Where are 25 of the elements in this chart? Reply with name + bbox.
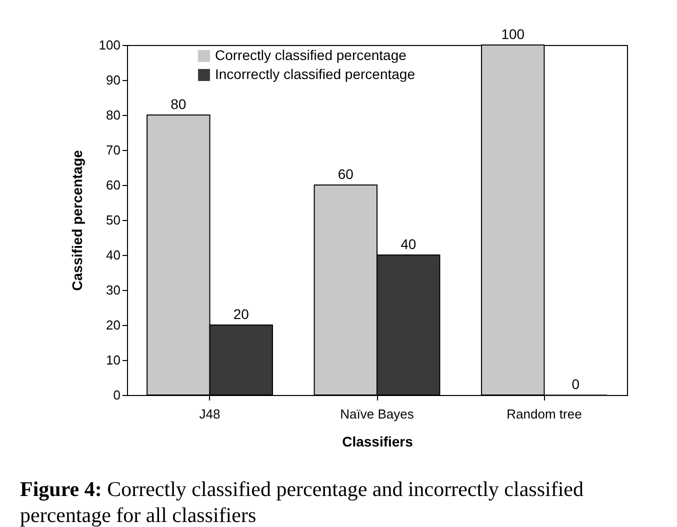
- caption: Figure 4: Correctly classified percentage and incorrectly classified percentage for all classifiers: [20, 476, 584, 527]
- data-label: 80: [170, 96, 186, 112]
- x-tick-label: Random tree: [506, 406, 582, 422]
- legend-label: Incorrectly classified percentage: [215, 66, 416, 82]
- y-tick-label: 100: [98, 38, 120, 52]
- y-tick-label: 10: [106, 352, 120, 368]
- data-label: 60: [338, 166, 354, 182]
- y-tick-label: 80: [106, 108, 120, 122]
- data-label: 0: [572, 376, 580, 392]
- y-tick-label: 90: [106, 72, 120, 88]
- y-tick-label: 40: [106, 248, 120, 262]
- legend-label: Correctly classified percentage: [215, 47, 407, 63]
- y-tick-label: 50: [106, 212, 120, 228]
- data-label: 20: [233, 306, 250, 322]
- y-axis-title: Cassified percentage: [68, 150, 85, 291]
- x-tick-label: J48: [199, 406, 220, 422]
- y-tick-label: 0: [113, 388, 120, 402]
- data-label: 100: [501, 26, 525, 42]
- y-tick-label: 30: [106, 282, 120, 298]
- y-tick-label: 20: [106, 318, 120, 332]
- x-axis-title: Classifiers: [342, 434, 414, 450]
- y-tick-label: 70: [106, 142, 120, 158]
- data-label: 40: [400, 236, 416, 252]
- x-tick-label: Naïve Bayes: [340, 406, 414, 422]
- y-tick-label: 60: [106, 178, 120, 192]
